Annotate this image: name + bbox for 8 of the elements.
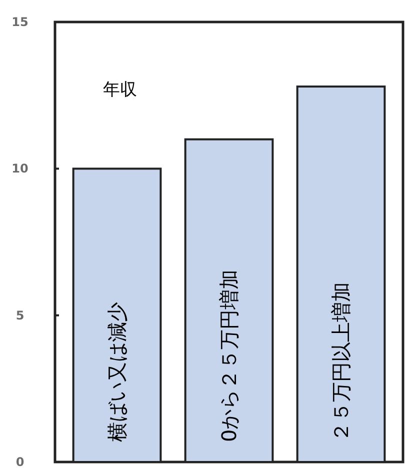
x-tick-label: 0から２５万円増加	[217, 269, 241, 442]
x-tick-label: ２５万円以上増加	[329, 282, 353, 442]
y-tick-label: 10	[12, 162, 28, 176]
x-tick-label: 横ばい又は減少	[105, 302, 129, 442]
text: 年収	[103, 80, 137, 100]
y-tick-label: 0	[16, 455, 24, 468]
y-tick-label: 5	[16, 308, 24, 322]
y-tick-label: 15	[12, 15, 28, 29]
